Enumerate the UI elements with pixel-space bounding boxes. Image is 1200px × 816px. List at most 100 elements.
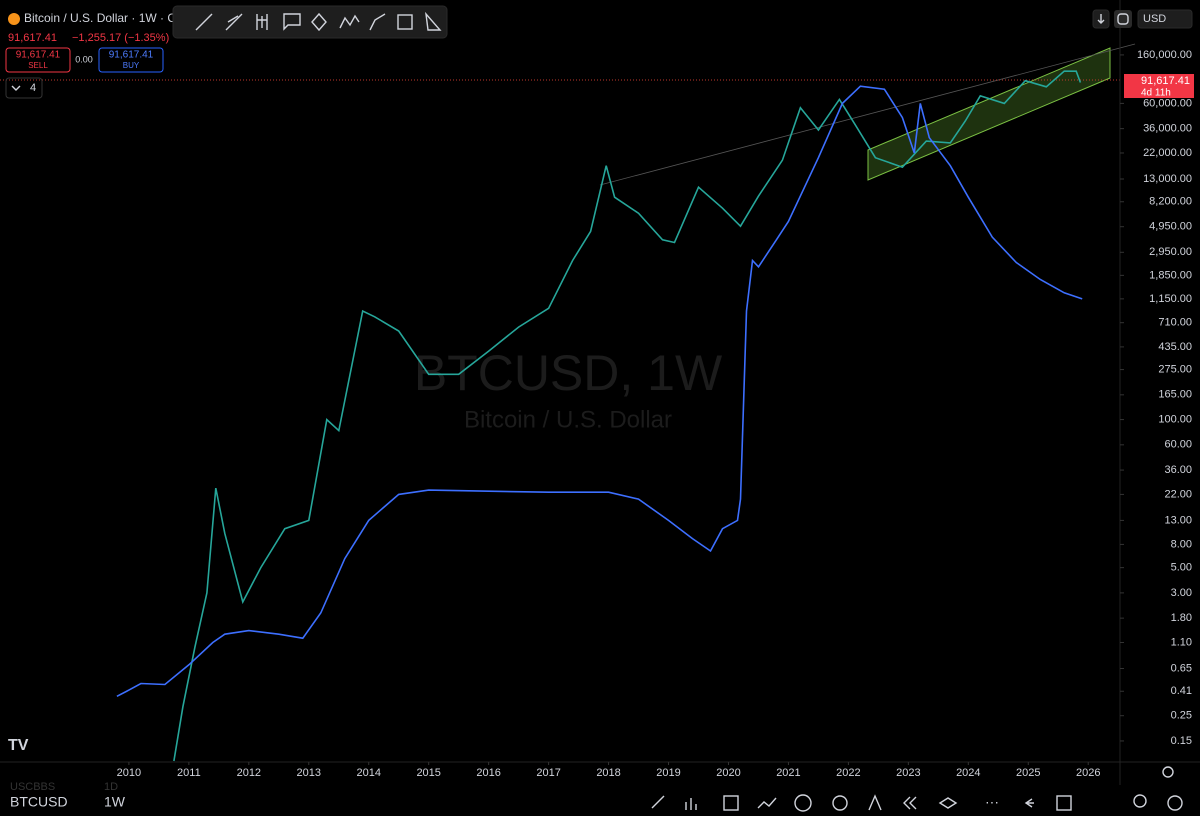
- y-tick-label: 60.00: [1164, 439, 1192, 451]
- y-tick-label: 5.00: [1171, 562, 1192, 574]
- x-tick-label: 2020: [716, 767, 740, 779]
- y-tick-label: 100.00: [1158, 413, 1192, 425]
- rect-tool[interactable]: [397, 14, 413, 30]
- footer-interval[interactable]: 1W: [104, 794, 126, 810]
- x-tick-label: 2011: [177, 767, 201, 779]
- y-tick-label: 22,000.00: [1143, 147, 1192, 159]
- footer-symbol[interactable]: BTCUSD: [10, 794, 68, 810]
- currency-select[interactable]: [1137, 9, 1193, 29]
- settings-icon[interactable]: [1162, 766, 1174, 778]
- y-tick-label: 160,000.00: [1137, 49, 1192, 61]
- x-tick-label: 2025: [1016, 767, 1040, 779]
- indicators-toggle[interactable]: [5, 77, 43, 99]
- tool-icons: [195, 11, 442, 32]
- account-button[interactable]: [1167, 795, 1183, 811]
- chevron-icon: [11, 85, 21, 91]
- channel-tool[interactable]: [225, 13, 243, 31]
- compare-button[interactable]: [757, 797, 777, 809]
- x-tick-label: 2015: [416, 767, 440, 779]
- x-tick-label: 2022: [836, 767, 860, 779]
- draw-button[interactable]: [651, 795, 665, 809]
- x-tick-label: 2018: [596, 767, 620, 779]
- replay-button[interactable]: [868, 794, 882, 811]
- x-tick-label: 2010: [117, 767, 141, 779]
- note-tool[interactable]: [283, 13, 301, 31]
- y-tick-label: 0.25: [1171, 710, 1192, 722]
- price-tag: [1124, 74, 1194, 98]
- watermark-subtitle: Bitcoin / U.S. Dollar: [464, 406, 672, 433]
- price-tag-countdown: 4d 11h: [1141, 88, 1171, 99]
- bottom-bar: [0, 785, 1200, 816]
- buy-price: 91,617.41: [109, 50, 154, 61]
- undo-button[interactable]: [1024, 798, 1034, 808]
- x-tick-label: 2012: [237, 767, 261, 779]
- y-tick-label: 13,000.00: [1143, 173, 1192, 185]
- price-tag-price: 91,617.41: [1141, 75, 1190, 87]
- toggle-icon: [1117, 13, 1129, 25]
- x-tick-label: 2014: [356, 767, 380, 779]
- y-tick-label: 4,950.00: [1149, 221, 1192, 233]
- wave-tool[interactable]: [339, 14, 360, 29]
- trend-line: [599, 43, 1136, 186]
- idea-button[interactable]: [1133, 794, 1147, 808]
- candles-tool[interactable]: [256, 14, 268, 30]
- y-tick-label: 60,000.00: [1143, 97, 1192, 109]
- y-tick-label: 1.10: [1171, 636, 1192, 648]
- triangle-tool[interactable]: [425, 11, 442, 31]
- indicators-button[interactable]: [685, 798, 697, 810]
- x-tick-label: 2016: [476, 767, 500, 779]
- y-tick-label: 13.00: [1164, 514, 1192, 526]
- layout-button[interactable]: [723, 795, 739, 811]
- bottom-tools: ···: [651, 794, 1183, 812]
- series-line: [116, 85, 1083, 698]
- log-toggle[interactable]: [1114, 10, 1132, 28]
- tv-logo: TV: [8, 737, 29, 754]
- x-tick-label: 2023: [896, 767, 920, 779]
- sell-price: 91,617.41: [16, 50, 61, 61]
- symbol-icon: [8, 13, 20, 25]
- y-tick-label: 22.00: [1164, 488, 1192, 500]
- indicator-count: 4: [30, 82, 36, 94]
- download-icon: [1097, 14, 1105, 24]
- y-tick-label: 710.00: [1158, 317, 1192, 329]
- y-tick-label: 1,150.00: [1149, 293, 1192, 305]
- y-tick-label: 275.00: [1158, 363, 1192, 375]
- y-tick-label: 0.15: [1171, 735, 1192, 747]
- sell-button[interactable]: [5, 47, 71, 73]
- pattern-tool[interactable]: [311, 12, 327, 32]
- plot-area: BTCUSD, 1W Bitcoin / U.S. Dollar: [0, 43, 1136, 762]
- path-tool[interactable]: [369, 13, 386, 31]
- y-tick-label: 165.00: [1158, 389, 1192, 401]
- layers-button[interactable]: [938, 797, 958, 809]
- y-tick-label: 0.65: [1171, 662, 1192, 674]
- symbol-title[interactable]: Bitcoin / U.S. Dollar · 1W · C: [24, 11, 176, 25]
- y-tick-label: 435.00: [1158, 341, 1192, 353]
- last-price: 91,617.41: [8, 32, 57, 44]
- watermark-title: BTCUSD, 1W: [414, 345, 723, 401]
- more-button[interactable]: ···: [985, 794, 999, 810]
- spread: 0.00: [75, 54, 93, 64]
- rewind-button[interactable]: [903, 796, 917, 810]
- x-tick-label: 2017: [536, 767, 560, 779]
- x-tick-label: 2024: [956, 767, 980, 779]
- fullscreen-button[interactable]: [1056, 795, 1072, 811]
- add-button[interactable]: [794, 794, 812, 812]
- x-tick-label: 2019: [656, 767, 680, 779]
- x-tick-label: 2026: [1076, 767, 1100, 779]
- y-tick-label: 36.00: [1164, 464, 1192, 476]
- faded-interval: 1D: [104, 781, 118, 793]
- alert-button[interactable]: [832, 795, 848, 811]
- price-change: −1,255.17 (−1.35%): [72, 32, 169, 44]
- trend-tool[interactable]: [195, 13, 213, 31]
- x-tick-label: 2021: [776, 767, 800, 779]
- sell-label: SELL: [28, 61, 48, 70]
- buy-label: BUY: [123, 61, 140, 70]
- x-tick-label: 2013: [297, 767, 321, 779]
- buy-button[interactable]: [98, 47, 164, 73]
- y-tick-label: 0.41: [1171, 685, 1192, 697]
- drawing-toolbar: [172, 5, 448, 39]
- y-tick-label: 1,850.00: [1149, 269, 1192, 281]
- y-tick-label: 8,200.00: [1149, 196, 1192, 208]
